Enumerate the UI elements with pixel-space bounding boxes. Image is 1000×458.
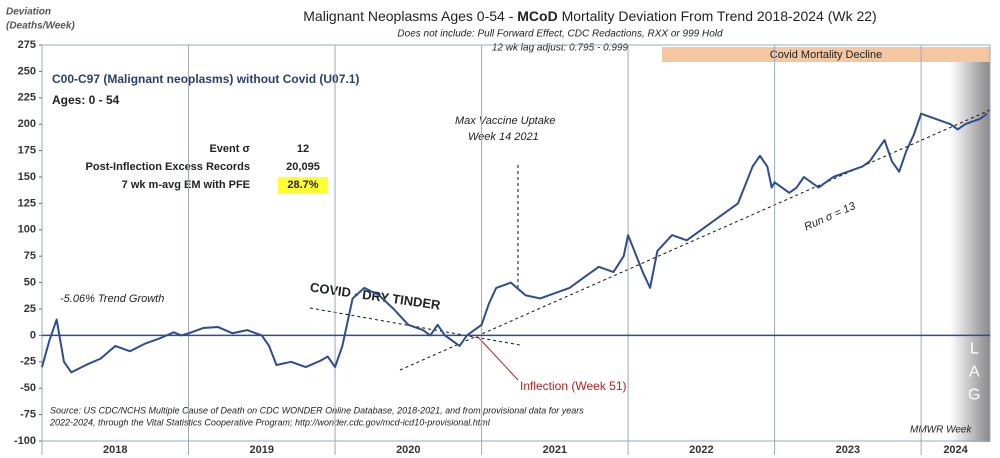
subtitle: Does not include: Pull Forward Effect, C… (397, 29, 723, 40)
annotation: Inflection (Week 51) (520, 379, 627, 393)
x-tick-label: 2020 (396, 444, 420, 456)
annotation: MMWR Week (910, 425, 972, 436)
x-tick-label: 2024 (943, 444, 968, 456)
stat-label: Post-Inflection Excess Records (86, 161, 250, 173)
info-line: C00-C97 (Malignant neoplasms) without Co… (52, 72, 359, 86)
stat-label: Event σ (209, 143, 250, 155)
y-tick-label: -75 (20, 409, 36, 421)
x-tick-label: 2019 (250, 444, 274, 456)
annotation: Run σ = 13 (803, 200, 859, 234)
lag-label: LAG (966, 341, 983, 410)
annotation: -5.06% Trend Growth (60, 293, 164, 305)
annotation: COVID - DRY TINDER (309, 280, 442, 313)
y-tick-label: 275 (18, 39, 36, 51)
y-tick-label: 25 (24, 303, 36, 315)
decline-label: Covid Mortality Decline (770, 49, 882, 61)
info-line: Ages: 0 - 54 (52, 93, 120, 107)
source: 2022-2024, through the Vital Statistics … (49, 417, 491, 427)
x-tick-label: 2023 (836, 444, 860, 456)
title-part: Malignant Neoplasms Ages 0-54 - (303, 8, 517, 24)
lag-band (950, 62, 990, 442)
source: Source: US CDC/NCHS Multiple Cause of De… (50, 405, 584, 415)
y-tick-label: 125 (18, 197, 36, 209)
y-tick-label: -25 (20, 356, 36, 368)
stat-value: 12 (297, 143, 309, 155)
y-label: (Deaths/Week) (6, 21, 75, 32)
trend-line (399, 109, 991, 371)
y-tick-label: 225 (18, 92, 36, 104)
y-tick-label: 200 (18, 118, 36, 130)
y-tick-label: -50 (20, 382, 36, 394)
stat-label: 7 wk m-avg EM with PFE (122, 179, 250, 191)
decline-band (662, 47, 990, 62)
stat-value: 28.7% (287, 179, 318, 191)
annotation: Week 14 2021 (468, 131, 539, 143)
y-tick-label: 175 (18, 145, 36, 157)
annotation: Max Vaccine Uptake (455, 115, 555, 127)
y-tick-label: 250 (18, 65, 36, 77)
stat-value: 20,095 (286, 161, 320, 173)
x-tick-label: 2022 (689, 444, 713, 456)
title-part: Mortality Deviation From Trend 2018-2024… (558, 8, 877, 24)
y-label: Deviation (6, 7, 51, 18)
plot-frame (41, 44, 991, 442)
y-tick-label: 150 (18, 171, 36, 183)
x-tick-label: 2018 (103, 444, 127, 456)
x-tick-label: 2021 (543, 444, 567, 456)
y-tick-label: 0 (30, 329, 36, 341)
data-line (41, 112, 988, 374)
y-tick-label: 75 (24, 250, 36, 262)
y-tick-label: 100 (18, 224, 36, 236)
subtitle: 12 wk lag adjust: 0.795 - 0.999 (492, 43, 629, 54)
title-part: MCoD (517, 8, 557, 24)
y-tick-label: -100 (14, 435, 36, 447)
pointer (477, 336, 519, 381)
y-tick-label: 50 (24, 277, 36, 289)
chart-title: Malignant Neoplasms Ages 0-54 - MCoD Mor… (303, 8, 876, 24)
highlight (278, 177, 328, 194)
